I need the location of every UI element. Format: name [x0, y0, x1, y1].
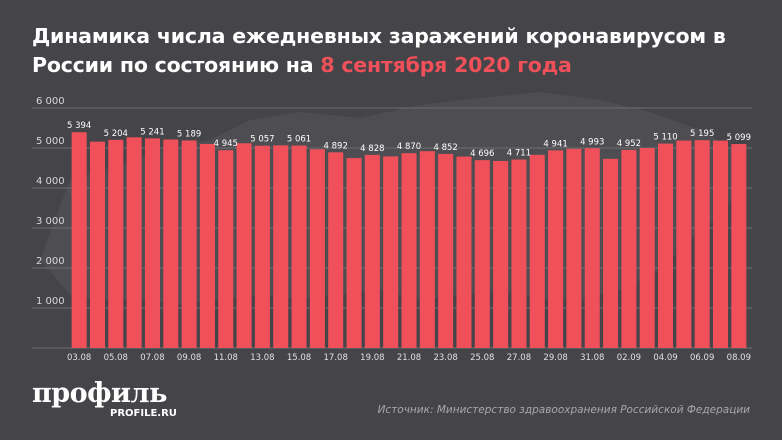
bar-11.08: [218, 150, 234, 348]
bar-06.08: [126, 137, 142, 348]
y-tick-label: 3 000: [36, 216, 65, 227]
title-date: 8 сентября 2020 года: [320, 53, 572, 77]
bar-07.08: [144, 138, 160, 348]
x-tick-label: 15.08: [287, 353, 311, 363]
data-label: 4 711: [507, 149, 531, 159]
bar-24.08: [456, 156, 472, 348]
x-tick-label: 17.08: [324, 353, 348, 363]
y-tick-label: 2 000: [36, 256, 65, 267]
bar-13.08: [254, 145, 270, 348]
data-label: 4 852: [433, 143, 457, 153]
x-tick-label: 03.08: [67, 353, 91, 363]
chart-title: Динамика числа ежедневных заражений коро…: [32, 22, 762, 80]
x-tick-label: 04.09: [653, 353, 677, 363]
bar-12.08: [236, 143, 252, 348]
x-tick-label: 09.08: [177, 353, 201, 363]
bar-03.08: [71, 132, 87, 348]
bar-04.08: [89, 141, 105, 348]
bar-04.09: [658, 143, 674, 348]
data-label: 4 941: [543, 139, 567, 149]
x-tick-label: 19.08: [360, 353, 384, 363]
x-tick-label: 05.08: [104, 353, 128, 363]
x-tick-label: 27.08: [507, 353, 531, 363]
bar-08.08: [163, 139, 179, 348]
source-note: Источник: Министерство здравоохранения Р…: [377, 404, 750, 416]
x-tick-label: 25.08: [470, 353, 494, 363]
x-tick-label: 06.09: [690, 353, 714, 363]
x-tick-label: 31.08: [580, 353, 604, 363]
bar-31.08: [584, 148, 600, 348]
data-label: 4 892: [324, 141, 348, 151]
bar-05.09: [676, 140, 692, 348]
data-label: 4 993: [580, 137, 604, 147]
x-tick-label: 07.08: [140, 353, 164, 363]
bar-08.09: [731, 144, 747, 348]
bar-14.08: [273, 145, 289, 348]
bar-07.09: [713, 140, 729, 348]
bar-18.08: [346, 158, 362, 348]
x-tick-label: 13.08: [250, 353, 274, 363]
bar-22.08: [419, 151, 435, 348]
bar-15.08: [291, 145, 307, 348]
bar-01.09: [603, 158, 619, 348]
data-label: 4 945: [214, 139, 238, 149]
bar-10.08: [199, 143, 215, 348]
y-tick-label: 4 000: [36, 176, 65, 187]
bar-09.08: [181, 140, 197, 348]
bar-28.08: [529, 154, 545, 348]
y-tick-label: 1 000: [36, 296, 65, 307]
x-tick-label: 08.09: [727, 353, 751, 363]
x-tick-label: 29.08: [543, 353, 567, 363]
data-label: 5 061: [287, 135, 311, 145]
data-label: 5 057: [250, 135, 274, 145]
data-label: 5 394: [67, 121, 91, 131]
profile-url: PROFILE.RU: [110, 408, 177, 419]
x-tick-label: 21.08: [397, 353, 421, 363]
bar-25.08: [474, 160, 490, 348]
y-tick-label: 5 000: [36, 136, 65, 147]
bar-26.08: [493, 160, 509, 348]
bar-23.08: [438, 153, 454, 348]
bar-30.08: [566, 148, 582, 348]
bar-02.09: [621, 149, 637, 348]
x-tick-label: 23.08: [433, 353, 457, 363]
bar-16.08: [309, 149, 325, 348]
bar-05.08: [108, 139, 124, 348]
data-label: 4 952: [617, 139, 641, 149]
bar-06.09: [694, 140, 710, 348]
bar-03.09: [639, 148, 655, 348]
data-label: 4 828: [360, 144, 384, 154]
data-label: 5 204: [104, 129, 128, 139]
title-main: Динамика числа ежедневных заражений коро…: [32, 24, 726, 77]
data-label: 4 696: [470, 149, 494, 159]
bar-29.08: [548, 150, 564, 348]
bar-17.08: [328, 152, 344, 348]
data-label: 5 195: [690, 129, 714, 139]
data-label: 5 110: [653, 133, 677, 143]
y-tick-label: 6 000: [36, 96, 65, 107]
bar-19.08: [364, 154, 380, 348]
data-label: 5 189: [177, 129, 201, 139]
data-label: 4 870: [397, 142, 421, 152]
x-tick-label: 02.09: [617, 353, 641, 363]
data-label: 5 241: [140, 127, 164, 137]
bar-27.08: [511, 159, 527, 348]
x-tick-label: 11.08: [214, 353, 238, 363]
bar-21.08: [401, 153, 417, 348]
bar-20.08: [383, 156, 399, 348]
profile-logo: профиль: [32, 378, 167, 409]
data-label: 5 099: [727, 133, 751, 143]
